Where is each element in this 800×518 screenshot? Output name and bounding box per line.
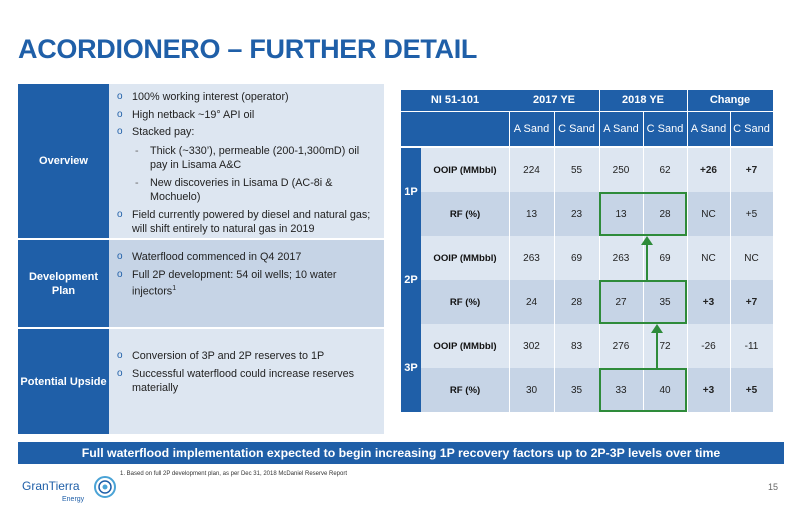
table-header-2018: 2018 YE [599, 90, 687, 111]
grantierra-logo: GranTierra Energy [22, 470, 122, 510]
table-cell: NC [701, 252, 716, 264]
table-cell: 30 [525, 384, 538, 396]
arrow-up-2p-1p [646, 243, 648, 280]
table-cell: 55 [570, 164, 583, 176]
table-cell: 27 [615, 296, 627, 308]
page-number: 15 [767, 482, 778, 492]
logo-subtext: Energy [62, 496, 85, 503]
table-cell: 13 [615, 208, 627, 220]
table-subheader-blank [401, 112, 509, 146]
metric-label: RF (%) [449, 384, 481, 396]
overview-bullet: Stacked pay: Thick (~330’), permeable (2… [117, 125, 376, 205]
overview-sub-bullet: Thick (~330’), permeable (200-1,300mD) o… [132, 144, 376, 173]
table-subheader-cell: C Sand [554, 112, 599, 146]
overview-sub-bullet: New discoveries in Lisama D (AC-8i & Moc… [132, 176, 376, 205]
metric-label: OOIP (MMbbl) [433, 252, 497, 264]
table-header-ni: NI 51-101 [401, 90, 509, 111]
table-cell: +7 [745, 296, 758, 308]
overview-bullet-text: Stacked pay: [132, 126, 195, 138]
table-cell: 24 [525, 296, 538, 308]
table-cell: -11 [744, 340, 759, 352]
detail-panel: Overview 100% working interest (operator… [18, 84, 384, 434]
table-cell: 69 [570, 252, 583, 264]
table-cell: +5 [745, 208, 758, 220]
table-cell: 28 [570, 296, 583, 308]
metric-label: OOIP (MMbbl) [433, 164, 497, 176]
upside-bullet: Successful waterflood could increase res… [117, 367, 376, 396]
overview-label: Overview [18, 84, 109, 238]
upside-section: Potential Upside Conversion of 3P and 2P… [18, 329, 384, 434]
table-subheader-cell: A Sand [687, 112, 730, 146]
table-cell: 33 [615, 384, 627, 396]
rf-1p-highlight [599, 192, 687, 236]
table-cell: +3 [702, 296, 715, 308]
table-cell: 28 [659, 208, 671, 220]
overview-section: Overview 100% working interest (operator… [18, 84, 384, 238]
table-subheader-cell: A Sand [509, 112, 554, 146]
table-cell: +7 [745, 164, 758, 176]
logo-text: GranTierra [22, 479, 80, 493]
development-bullet: Waterflood commenced in Q4 2017 [117, 250, 376, 265]
table-cell: -26 [701, 340, 716, 352]
metric-label: OOIP (MMbbl) [433, 340, 497, 352]
table-header-change: Change [687, 90, 773, 111]
conclusion-banner: Full waterflood implementation expected … [18, 442, 784, 464]
development-bullet-text: Full 2P development: 54 oil wells; 10 wa… [132, 268, 337, 298]
overview-body: 100% working interest (operator) High ne… [109, 84, 384, 238]
level-label-3p: 3P [401, 324, 421, 412]
table-cell: 23 [570, 208, 583, 220]
upside-bullet: Conversion of 3P and 2P reserves to 1P [117, 349, 376, 364]
table-cell: NC [701, 208, 716, 220]
overview-bullet: 100% working interest (operator) [117, 90, 376, 105]
table-cell: 69 [659, 252, 671, 264]
development-bullet: Full 2P development: 54 oil wells; 10 wa… [117, 268, 376, 300]
table-cell: 250 [612, 164, 630, 176]
table-cell: 35 [570, 384, 583, 396]
table-cell: 224 [523, 164, 540, 176]
table-subheader-cell: C Sand [730, 112, 773, 146]
table-cell: +5 [745, 384, 758, 396]
table-cell: +26 [700, 164, 717, 176]
page-title: ACORDIONERO – FURTHER DETAIL [18, 34, 478, 64]
rf-2p-highlight [599, 280, 687, 324]
table-cell: 263 [523, 252, 540, 264]
table-cell: 302 [523, 340, 540, 352]
overview-bullet: High netback ~19° API oil [117, 108, 376, 123]
metric-label: RF (%) [449, 208, 481, 220]
footnote-marker: 1 [172, 285, 177, 292]
table-cell: 72 [659, 340, 671, 352]
upside-body: Conversion of 3P and 2P reserves to 1P S… [109, 329, 384, 434]
table-header-2017: 2017 YE [509, 90, 599, 111]
table-cell: 62 [659, 164, 671, 176]
arrowhead-icon [651, 324, 663, 333]
reserves-table: NI 51-101 2017 YE 2018 YE Change A Sand … [401, 90, 773, 420]
table-cell: 13 [525, 208, 538, 220]
table-cell: NC [744, 252, 759, 264]
table-subheader-cell: A Sand [599, 112, 643, 146]
level-label-2p: 2P [401, 236, 421, 324]
arrow-up-3p-2p [656, 331, 658, 368]
table-cell: 263 [612, 252, 630, 264]
table-subheader-cell: C Sand [643, 112, 687, 146]
arrowhead-icon [641, 236, 653, 245]
table-cell: 276 [612, 340, 630, 352]
development-body: Waterflood commenced in Q4 2017 Full 2P … [109, 240, 384, 327]
table-cell: +3 [702, 384, 715, 396]
upside-label: Potential Upside [18, 329, 109, 434]
footnote: 1. Based on full 2P development plan, as… [120, 471, 348, 477]
table-cell: 40 [659, 384, 671, 396]
development-label: Development Plan [18, 240, 109, 327]
overview-bullet: Field currently powered by diesel and na… [117, 208, 376, 237]
rf-3p-highlight [599, 368, 687, 412]
level-label-1p: 1P [401, 148, 421, 236]
table-cell: 83 [570, 340, 583, 352]
table-cell: 35 [659, 296, 671, 308]
development-section: Development Plan Waterflood commenced in… [18, 240, 384, 327]
metric-label: RF (%) [449, 296, 481, 308]
